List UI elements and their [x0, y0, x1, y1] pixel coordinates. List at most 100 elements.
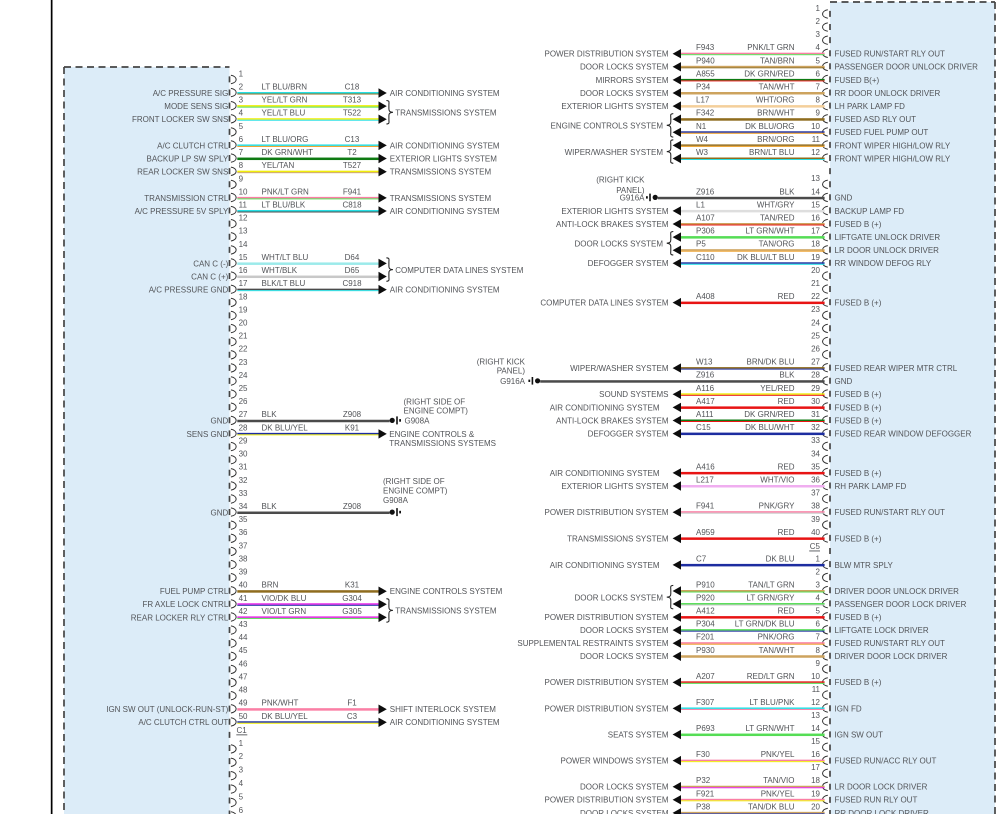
svg-text:CAN C (-): CAN C (-)	[193, 259, 228, 268]
svg-text:POWER DISTRIBUTION SYSTEM: POWER DISTRIBUTION SYSTEM	[544, 704, 668, 713]
svg-text:PNK/WHT: PNK/WHT	[262, 699, 299, 708]
svg-text:BLK: BLK	[779, 371, 795, 380]
svg-text:39: 39	[811, 515, 820, 524]
svg-text:TAN/LT GRN: TAN/LT GRN	[748, 581, 794, 590]
svg-text:5: 5	[239, 122, 244, 131]
svg-text:SENS GND: SENS GND	[187, 430, 229, 439]
svg-text:36: 36	[239, 528, 248, 537]
svg-text:40: 40	[239, 581, 248, 590]
svg-text:FUEL PUMP CTRL: FUEL PUMP CTRL	[160, 587, 229, 596]
svg-text:DK BLU/WHT: DK BLU/WHT	[745, 423, 794, 432]
svg-text:6: 6	[816, 69, 821, 78]
svg-text:A855: A855	[696, 69, 715, 78]
svg-text:15: 15	[811, 737, 820, 746]
svg-text:27: 27	[239, 410, 248, 419]
svg-text:(RIGHT KICK: (RIGHT KICK	[477, 357, 526, 366]
svg-text:TRANSMISSIONS SYSTEM: TRANSMISSIONS SYSTEM	[395, 607, 497, 616]
svg-text:20: 20	[811, 802, 820, 811]
svg-text:FUSED B (+): FUSED B (+)	[835, 678, 882, 687]
svg-text:33: 33	[811, 436, 820, 445]
svg-text:7: 7	[239, 148, 244, 157]
svg-text:C5: C5	[810, 542, 821, 551]
svg-text:F30: F30	[696, 750, 710, 759]
svg-text:WIPER/WASHER SYSTEM: WIPER/WASHER SYSTEM	[565, 148, 664, 157]
svg-text:13: 13	[811, 711, 820, 720]
svg-text:LT GRN/DK BLU: LT GRN/DK BLU	[735, 620, 795, 629]
svg-text:TAN/DK BLU: TAN/DK BLU	[748, 802, 795, 811]
svg-text:DK BLU/YEL: DK BLU/YEL	[262, 712, 309, 721]
svg-text:FUSED B (+): FUSED B (+)	[835, 534, 882, 543]
svg-text:PANEL): PANEL)	[497, 366, 526, 375]
svg-text:37: 37	[811, 489, 820, 498]
svg-text:8: 8	[816, 646, 821, 655]
svg-text:14: 14	[811, 724, 820, 733]
svg-text:WHT/BLK: WHT/BLK	[262, 266, 298, 275]
svg-text:L17: L17	[696, 96, 710, 105]
svg-text:BACKUP LP SW SPLY: BACKUP LP SW SPLY	[146, 154, 228, 163]
svg-text:5: 5	[816, 607, 821, 616]
svg-text:18: 18	[811, 776, 820, 785]
svg-text:A417: A417	[696, 397, 715, 406]
svg-text:9: 9	[816, 109, 821, 118]
svg-text:BRN: BRN	[262, 581, 279, 590]
svg-text:EXTERIOR LIGHTS SYSTEM: EXTERIOR LIGHTS SYSTEM	[561, 207, 668, 216]
svg-text:DOOR LOCKS SYSTEM: DOOR LOCKS SYSTEM	[580, 783, 669, 792]
svg-text:LIFTGATE LOCK DRIVER: LIFTGATE LOCK DRIVER	[835, 626, 929, 635]
svg-text:D64: D64	[345, 253, 360, 262]
svg-text:4: 4	[239, 779, 244, 788]
svg-text:FUSED B (+): FUSED B (+)	[835, 390, 882, 399]
svg-text:6: 6	[239, 806, 244, 814]
svg-text:2: 2	[239, 83, 244, 92]
svg-text:PASSENGER DOOR UNLOCK DRIVER: PASSENGER DOOR UNLOCK DRIVER	[835, 63, 979, 72]
svg-text:BLK: BLK	[262, 502, 278, 511]
svg-text:PNK/LT GRN: PNK/LT GRN	[747, 43, 794, 52]
svg-text:47: 47	[239, 672, 248, 681]
svg-text:FUSED RUN/ACC RLY OUT: FUSED RUN/ACC RLY OUT	[835, 757, 937, 766]
svg-text:F1: F1	[347, 699, 357, 708]
svg-text:13: 13	[239, 227, 248, 236]
svg-text:49: 49	[239, 699, 248, 708]
svg-text:YEL/RED: YEL/RED	[760, 384, 794, 393]
svg-text:3: 3	[239, 96, 244, 105]
svg-text:DOOR LOCKS SYSTEM: DOOR LOCKS SYSTEM	[580, 652, 669, 661]
svg-text:TAN/RED: TAN/RED	[760, 214, 795, 223]
svg-text:A/C PRESSURE SIG: A/C PRESSURE SIG	[153, 89, 229, 98]
svg-text:BLK: BLK	[779, 187, 795, 196]
svg-text:15: 15	[239, 253, 248, 262]
svg-text:RR DOOR LOCK DRIVER: RR DOOR LOCK DRIVER	[835, 809, 929, 814]
svg-text:FUSED B (+): FUSED B (+)	[835, 299, 882, 308]
svg-text:PNK/ORG: PNK/ORG	[758, 633, 795, 642]
svg-text:11: 11	[812, 685, 821, 694]
svg-text:REAR LOCKER RLY CTRL: REAR LOCKER RLY CTRL	[131, 613, 229, 622]
svg-text:1: 1	[816, 4, 821, 13]
svg-text:A412: A412	[696, 607, 715, 616]
svg-text:F921: F921	[696, 789, 715, 798]
svg-text:F941: F941	[696, 502, 715, 511]
svg-text:P32: P32	[696, 776, 711, 785]
svg-text:RR WINDOW DEFOG RLY: RR WINDOW DEFOG RLY	[835, 259, 932, 268]
svg-text:LIFTGATE UNLOCK DRIVER: LIFTGATE UNLOCK DRIVER	[835, 233, 941, 242]
svg-text:19: 19	[811, 253, 820, 262]
svg-text:6: 6	[239, 135, 244, 144]
svg-text:2: 2	[816, 17, 821, 26]
svg-text:P940: P940	[696, 56, 715, 65]
svg-text:AIR CONDITIONING SYSTEM: AIR CONDITIONING SYSTEM	[550, 403, 660, 412]
svg-text:TRANSMISSIONS SYSTEM: TRANSMISSIONS SYSTEM	[390, 168, 492, 177]
svg-text:G304: G304	[342, 594, 362, 603]
svg-text:MIRRORS SYSTEM: MIRRORS SYSTEM	[596, 76, 669, 85]
svg-text:COMPUTER DATA LINES SYSTEM: COMPUTER DATA LINES SYSTEM	[395, 266, 524, 275]
svg-text:C13: C13	[345, 135, 360, 144]
svg-text:45: 45	[239, 646, 248, 655]
svg-text:K91: K91	[345, 423, 360, 432]
svg-text:DK BLU/YEL: DK BLU/YEL	[262, 423, 309, 432]
svg-text:GND: GND	[835, 377, 853, 386]
svg-text:1: 1	[239, 739, 244, 748]
svg-text:D65: D65	[345, 266, 360, 275]
svg-text:FUSED RUN/START RLY OUT: FUSED RUN/START RLY OUT	[835, 639, 946, 648]
svg-text:17: 17	[811, 227, 820, 236]
svg-text:AIR CONDITIONING SYSTEM: AIR CONDITIONING SYSTEM	[390, 141, 500, 150]
svg-text:LT BLU/ORG: LT BLU/ORG	[262, 135, 309, 144]
svg-text:Z916: Z916	[696, 371, 715, 380]
svg-text:P930: P930	[696, 646, 715, 655]
svg-text:DK GRN/WHT: DK GRN/WHT	[262, 148, 314, 157]
